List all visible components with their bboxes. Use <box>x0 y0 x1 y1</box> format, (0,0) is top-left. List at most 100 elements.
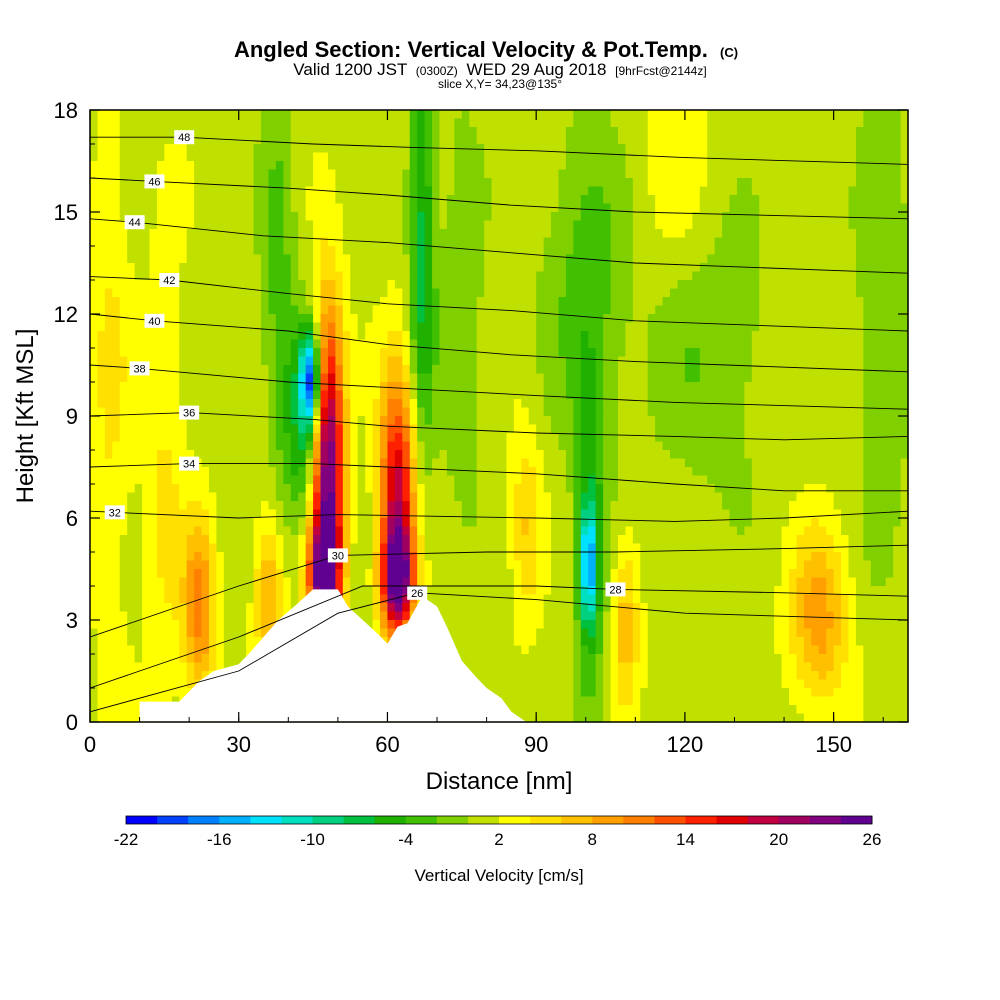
heatmap-cell <box>171 382 180 392</box>
heatmap-cell <box>290 424 299 434</box>
heatmap-cell <box>476 118 485 128</box>
heatmap-cell <box>551 254 560 264</box>
heatmap-cell <box>216 152 225 162</box>
heatmap-cell <box>164 467 173 477</box>
heatmap-cell <box>149 526 158 536</box>
heatmap-cell <box>194 577 203 587</box>
heatmap-cell <box>238 654 247 664</box>
heatmap-cell <box>588 603 597 613</box>
heatmap-cell <box>573 169 582 179</box>
heatmap-cell <box>283 416 292 426</box>
heatmap-cell <box>290 501 299 511</box>
heatmap-cell <box>275 152 284 162</box>
heatmap-cell <box>513 654 522 664</box>
heatmap-cell <box>543 161 552 171</box>
heatmap-cell <box>201 390 210 400</box>
heatmap-cell <box>580 450 589 460</box>
heatmap-cell <box>290 305 299 315</box>
heatmap-cell <box>268 577 277 587</box>
heatmap-cell <box>164 382 173 392</box>
heatmap-cell <box>446 365 455 375</box>
heatmap-cell <box>372 475 381 485</box>
heatmap-cell <box>484 135 493 145</box>
heatmap-cell <box>491 229 500 239</box>
heatmap-cell <box>223 390 232 400</box>
heatmap-cell <box>134 229 143 239</box>
heatmap-cell <box>231 526 240 536</box>
heatmap-cell <box>290 127 299 137</box>
heatmap-cell <box>104 305 113 315</box>
heatmap-cell <box>394 144 403 154</box>
heatmap-cell <box>513 484 522 494</box>
heatmap-cell <box>380 492 389 502</box>
heatmap-cell <box>506 382 515 392</box>
heatmap-cell <box>380 603 389 613</box>
heatmap-cell <box>201 314 210 324</box>
heatmap-cell <box>290 203 299 213</box>
heatmap-cell <box>238 144 247 154</box>
heatmap-cell <box>580 696 589 706</box>
heatmap-cell <box>551 339 560 349</box>
heatmap-cell <box>402 237 411 247</box>
heatmap-cell <box>90 424 99 434</box>
heatmap-cell <box>439 178 448 188</box>
heatmap-cell <box>372 603 381 613</box>
heatmap-cell <box>104 637 113 647</box>
heatmap-cell <box>97 203 106 213</box>
heatmap-cell <box>446 178 455 188</box>
heatmap-cell <box>313 484 322 494</box>
heatmap-cell <box>171 416 180 426</box>
heatmap-cell <box>283 246 292 256</box>
heatmap-cell <box>104 458 113 468</box>
heatmap-cell <box>290 458 299 468</box>
heatmap-cell <box>476 654 485 664</box>
heatmap-cell <box>521 620 530 630</box>
heatmap-cell <box>290 288 299 298</box>
heatmap-cell <box>283 331 292 341</box>
heatmap-cell <box>402 382 411 392</box>
heatmap-cell <box>112 118 121 128</box>
heatmap-cell <box>513 526 522 536</box>
heatmap-cell <box>454 127 463 137</box>
heatmap-cell <box>313 322 322 332</box>
heatmap-cell <box>551 127 560 137</box>
heatmap-cell <box>268 186 277 196</box>
heatmap-cell <box>588 280 597 290</box>
heatmap-cell <box>149 331 158 341</box>
heatmap-cell <box>290 110 299 120</box>
heatmap-cell <box>201 594 210 604</box>
heatmap-cell <box>424 450 433 460</box>
heatmap-cell <box>573 713 582 723</box>
heatmap-cell <box>521 654 530 664</box>
heatmap-cell <box>380 552 389 562</box>
heatmap-cell <box>491 135 500 145</box>
heatmap-cell <box>119 467 128 477</box>
heatmap-cell <box>469 169 478 179</box>
heatmap-cell <box>134 356 143 366</box>
heatmap-cell <box>491 365 500 375</box>
heatmap-cell <box>335 314 344 324</box>
heatmap-cell <box>513 679 522 689</box>
heatmap-cell <box>208 220 218 230</box>
heatmap-cell <box>417 237 426 247</box>
heatmap-cell <box>528 348 537 358</box>
heatmap-cell <box>551 305 560 315</box>
heatmap-cell <box>104 152 113 162</box>
heatmap-cell <box>90 484 99 494</box>
heatmap-cell <box>595 365 604 375</box>
heatmap-cell <box>417 127 426 137</box>
heatmap-cell <box>588 407 597 417</box>
heatmap-cell <box>90 594 99 604</box>
heatmap-cell <box>588 152 597 162</box>
heatmap-cell <box>551 696 560 706</box>
heatmap-cell <box>365 322 374 332</box>
heatmap-cell <box>424 365 433 375</box>
heatmap-cell <box>580 135 589 145</box>
heatmap-cell <box>156 390 165 400</box>
heatmap-cell <box>97 339 106 349</box>
heatmap-cell <box>469 322 478 332</box>
heatmap-cell <box>90 254 99 264</box>
heatmap-cell <box>90 662 99 672</box>
heatmap-cell <box>543 467 552 477</box>
heatmap-cell <box>536 135 545 145</box>
